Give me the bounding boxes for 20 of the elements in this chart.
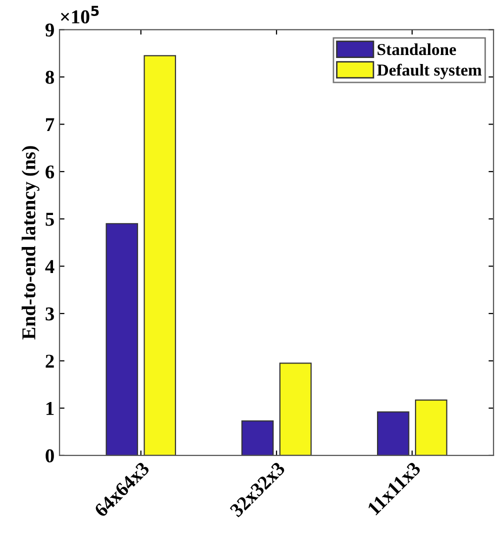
y-tick-label: 6	[46, 165, 54, 179]
bar	[106, 223, 138, 456]
y-tick-label: 3	[46, 307, 54, 320]
bar	[377, 411, 410, 456]
y-tick-label: 2	[46, 354, 54, 368]
y-tick-label: 5	[46, 212, 54, 226]
text: ×10$^{5}$	[60, 6, 99, 24]
y-tick-label: 9	[45, 24, 54, 37]
y-tick-label: 4	[45, 260, 54, 273]
y-tick-label: 7	[46, 118, 54, 132]
legend-label: Standalone	[378, 43, 456, 56]
y-tick-label: 8	[46, 70, 54, 84]
bar	[144, 55, 176, 456]
y-axis-title: End-to-end latency (ns)	[22, 146, 40, 340]
bar	[279, 362, 312, 456]
bar	[241, 420, 274, 456]
legend-label: Default system	[377, 64, 482, 80]
y-tick-label: 0	[46, 449, 54, 462]
bar	[414, 400, 448, 456]
y-tick-label: 1	[46, 402, 54, 415]
